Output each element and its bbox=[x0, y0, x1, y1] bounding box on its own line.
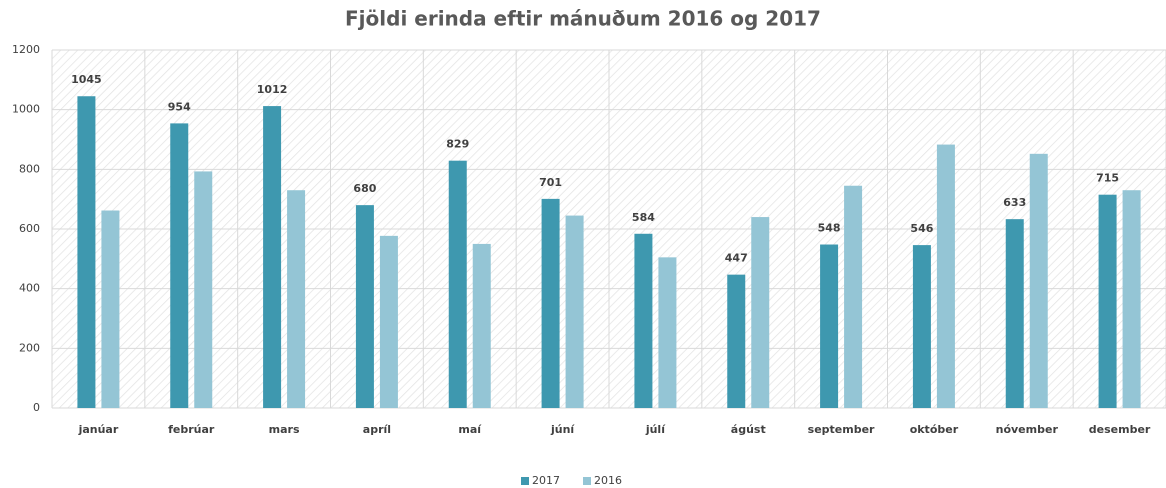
bar bbox=[1029, 153, 1048, 408]
bar bbox=[751, 217, 770, 408]
bar bbox=[77, 96, 96, 408]
bar bbox=[355, 205, 374, 408]
x-tick-label: febrúar bbox=[168, 423, 215, 436]
x-tick-label: mars bbox=[269, 423, 300, 436]
data-label: 701 bbox=[539, 176, 562, 189]
data-label: 447 bbox=[725, 252, 748, 265]
bar bbox=[634, 233, 653, 408]
y-tick-label: 1000 bbox=[12, 103, 40, 116]
y-tick-label: 400 bbox=[19, 282, 40, 295]
x-tick-label: desember bbox=[1089, 423, 1151, 436]
bar bbox=[912, 245, 931, 408]
x-tick-label: september bbox=[808, 423, 875, 436]
data-label: 548 bbox=[818, 222, 841, 235]
bar bbox=[541, 198, 560, 408]
data-label: 633 bbox=[1003, 196, 1026, 209]
bar bbox=[936, 144, 955, 409]
bar bbox=[565, 215, 584, 408]
x-tick-label: apríl bbox=[363, 423, 391, 436]
bar bbox=[472, 243, 491, 408]
legend-label: 2016 bbox=[594, 474, 622, 487]
y-tick-label: 600 bbox=[19, 222, 40, 235]
x-tick-label: júlí bbox=[645, 423, 666, 436]
data-label: 954 bbox=[168, 100, 191, 113]
y-tick-label: 1200 bbox=[12, 43, 40, 56]
x-tick-label: maí bbox=[458, 423, 482, 436]
y-tick-label: 200 bbox=[19, 341, 40, 354]
data-label: 584 bbox=[632, 211, 655, 224]
bar bbox=[101, 210, 120, 408]
legend-swatch bbox=[521, 477, 529, 485]
bar bbox=[844, 185, 863, 408]
x-tick-label: ágúst bbox=[731, 423, 766, 436]
bar bbox=[170, 123, 189, 408]
data-label: 715 bbox=[1096, 172, 1119, 185]
legend-label: 2017 bbox=[532, 474, 560, 487]
bar bbox=[820, 244, 839, 408]
data-label: 1045 bbox=[71, 73, 102, 86]
bar bbox=[287, 190, 306, 408]
x-tick-label: nóvember bbox=[996, 423, 1059, 436]
data-label: 1012 bbox=[257, 83, 288, 96]
data-label: 680 bbox=[353, 182, 376, 195]
x-tick-label: janúar bbox=[78, 423, 119, 436]
bar bbox=[1122, 190, 1141, 408]
legend-swatch bbox=[583, 477, 591, 485]
bar bbox=[658, 257, 677, 408]
x-tick-label: júní bbox=[550, 423, 575, 436]
y-tick-label: 800 bbox=[19, 162, 40, 175]
bar bbox=[1098, 194, 1117, 408]
data-label: 546 bbox=[910, 222, 933, 235]
bar bbox=[194, 171, 213, 408]
bar bbox=[727, 274, 746, 408]
chart-title: Fjöldi erinda eftir mánuðum 2016 og 2017 bbox=[345, 7, 821, 31]
bar bbox=[263, 106, 282, 408]
y-tick-label: 0 bbox=[33, 401, 40, 414]
x-tick-label: október bbox=[910, 423, 959, 436]
bar bbox=[448, 160, 467, 408]
bar bbox=[1005, 219, 1024, 408]
bar bbox=[379, 235, 398, 408]
data-label: 829 bbox=[446, 138, 469, 151]
